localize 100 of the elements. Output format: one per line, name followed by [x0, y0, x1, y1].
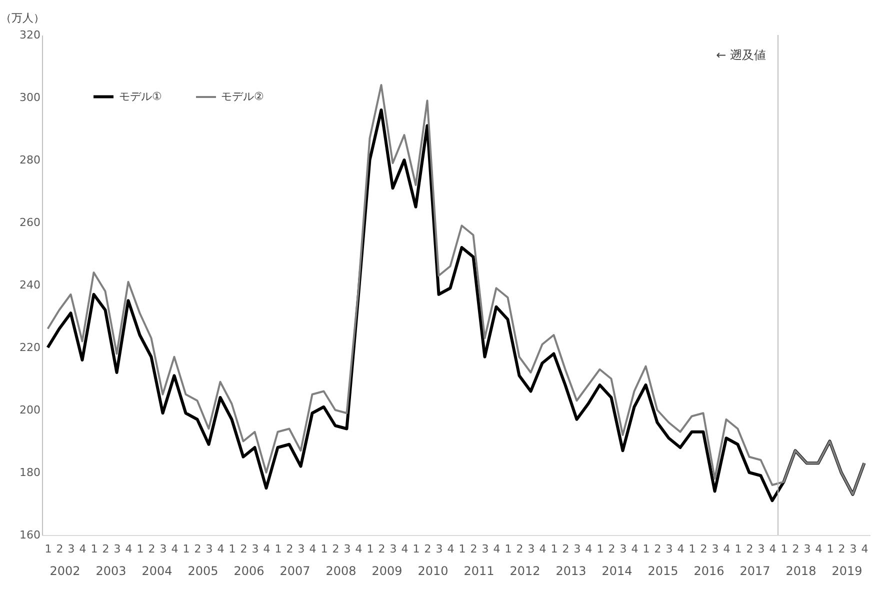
x-tick-label: 2 — [838, 542, 846, 556]
x-tick-label: 3 — [252, 542, 259, 556]
x-tick-label: 2 — [240, 542, 248, 556]
x-tick-label: 4 — [861, 542, 868, 556]
text: 2004 — [142, 564, 172, 578]
x-tick-label: 3 — [298, 542, 305, 556]
text: 2005 — [188, 564, 218, 578]
text: 2013 — [556, 564, 586, 578]
x-tick-label: 3 — [666, 542, 673, 556]
x-tick-label: 3 — [390, 542, 397, 556]
y-tick-label: 280 — [20, 154, 40, 166]
x-tick-label: 1 — [458, 542, 466, 556]
x-tick-label: 1 — [504, 542, 512, 556]
text: 2007 — [280, 564, 310, 578]
x-tick-label: 4 — [769, 542, 776, 556]
x-tick-label: 3 — [436, 542, 443, 556]
x-tick-label: 4 — [539, 542, 546, 556]
x-tick-label: 2 — [102, 542, 110, 556]
x-tick-label: 1 — [366, 542, 374, 556]
x-tick-label: 3 — [804, 542, 811, 556]
legend-label: モデル① — [119, 90, 162, 103]
x-tick-label: 3 — [758, 542, 765, 556]
x-tick-label: 2 — [654, 542, 662, 556]
text: 2018 — [786, 564, 816, 578]
x-tick-label: 3 — [850, 542, 857, 556]
x-tick-label: 2 — [332, 542, 340, 556]
x-tick-label: 1 — [734, 542, 742, 556]
x-tick-label: 4 — [79, 542, 86, 556]
x-tick-label: 3 — [712, 542, 719, 556]
text: 2012 — [510, 564, 540, 578]
x-tick-label: 4 — [355, 542, 362, 556]
x-tick-label: 4 — [815, 542, 822, 556]
text: 2011 — [464, 564, 494, 578]
x-tick-label: 1 — [274, 542, 282, 556]
x-tick-label: 3 — [160, 542, 167, 556]
x-tick-label: 1 — [182, 542, 190, 556]
x-tick-label: 4 — [677, 542, 684, 556]
y-tick-label: 300 — [20, 91, 40, 104]
text: 2010 — [418, 564, 448, 578]
y-tick-label: 200 — [20, 404, 40, 416]
y-tick-label: 180 — [20, 466, 40, 479]
x-tick-label: 1 — [44, 542, 52, 556]
x-tick-label: 4 — [447, 542, 454, 556]
x-tick-label: 2 — [378, 542, 386, 556]
x-tick-label: 2 — [700, 542, 708, 556]
x-tick-label: 4 — [585, 542, 592, 556]
text: 2006 — [234, 564, 264, 578]
x-tick-label: 2 — [746, 542, 754, 556]
x-tick-label: 3 — [344, 542, 351, 556]
x-tick-label: 2 — [148, 542, 156, 556]
x-tick-label: 3 — [68, 542, 75, 556]
x-tick-label: 4 — [493, 542, 500, 556]
x-tick-label: 1 — [550, 542, 558, 556]
x-tick-label: 2 — [608, 542, 616, 556]
x-tick-label: 1 — [136, 542, 144, 556]
x-tick-label: 1 — [688, 542, 696, 556]
text: 2016 — [694, 564, 724, 578]
y-tick-label: 220 — [20, 341, 40, 354]
x-tick-label: 2 — [56, 542, 64, 556]
x-tick-label: 2 — [424, 542, 432, 556]
text: 2003 — [96, 564, 126, 578]
text: 2002 — [50, 564, 80, 578]
x-tick-label: 1 — [228, 542, 236, 556]
x-tick-label: 1 — [642, 542, 650, 556]
x-tick-label: 3 — [206, 542, 213, 556]
y-tick-label: 260 — [20, 216, 40, 229]
text: 2019 — [832, 564, 862, 578]
x-tick-label: 1 — [780, 542, 788, 556]
x-tick-label: 4 — [125, 542, 132, 556]
text: ← 遡及値 — [716, 48, 766, 62]
x-tick-label: 2 — [792, 542, 800, 556]
y-tick-label: 240 — [20, 278, 40, 292]
y-tick-label: 320 — [20, 28, 40, 42]
x-tick-label: 1 — [320, 542, 328, 556]
text: 2014 — [602, 564, 632, 578]
x-tick-label: 1 — [90, 542, 98, 556]
x-tick-label: 1 — [412, 542, 420, 556]
x-tick-label: 2 — [470, 542, 478, 556]
x-tick-label: 2 — [516, 542, 524, 556]
text: 2015 — [648, 564, 678, 578]
x-tick-label: 4 — [631, 542, 638, 556]
x-tick-label: 3 — [574, 542, 581, 556]
x-tick-label: 3 — [482, 542, 489, 556]
y-tick-label: 160 — [20, 528, 40, 542]
x-tick-label: 4 — [723, 542, 730, 556]
x-tick-label: 1 — [596, 542, 604, 556]
x-tick-label: 4 — [263, 542, 270, 556]
text: 2017 — [740, 564, 770, 578]
x-tick-label: 2 — [286, 542, 294, 556]
x-tick-label: 3 — [114, 542, 121, 556]
x-tick-label: 1 — [826, 542, 834, 556]
x-tick-label: 4 — [171, 542, 178, 556]
x-tick-label: 4 — [401, 542, 408, 556]
legend-label: モデル② — [221, 90, 264, 103]
y-axis-title: （万人） — [0, 12, 44, 24]
x-tick-label: 2 — [562, 542, 570, 556]
x-tick-label: 4 — [217, 542, 224, 556]
text: 2009 — [372, 564, 402, 578]
x-tick-label: 3 — [620, 542, 627, 556]
x-tick-label: 2 — [194, 542, 202, 556]
